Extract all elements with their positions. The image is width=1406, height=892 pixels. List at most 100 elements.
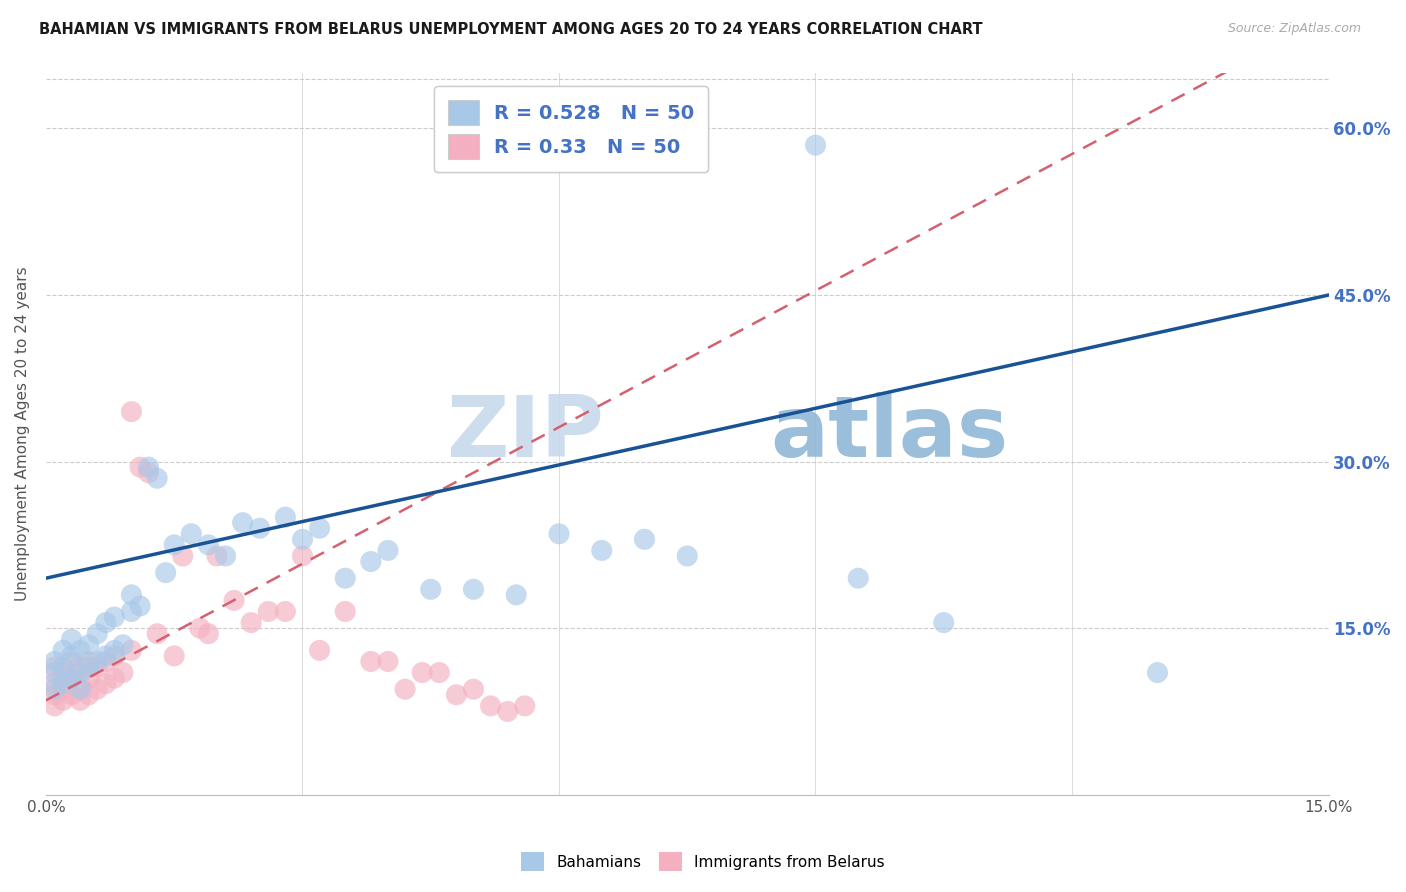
Point [121, 643, 143, 657]
Point [197, 538, 219, 552]
Y-axis label: Unemployment Among Ages 20 to 24 years: Unemployment Among Ages 20 to 24 years [15, 267, 30, 601]
Point [77, 671, 100, 685]
Point [60, 671, 83, 685]
Point [591, 543, 613, 558]
Point [121, 404, 143, 418]
Point [335, 571, 357, 585]
Point [129, 460, 152, 475]
Point [214, 549, 236, 563]
Point [138, 466, 160, 480]
Legend: R = 0.528   N = 50, R = 0.33   N = 50: R = 0.528 N = 50, R = 0.33 N = 50 [434, 87, 709, 172]
Point [103, 610, 125, 624]
Point [308, 643, 330, 657]
Point [138, 460, 160, 475]
Point [291, 533, 314, 547]
Point [60, 632, 83, 647]
Point [377, 543, 399, 558]
Point [548, 526, 571, 541]
Point [505, 588, 527, 602]
Point [77, 660, 100, 674]
Point [846, 571, 869, 585]
Point [103, 648, 125, 663]
Text: atlas: atlas [770, 392, 1010, 475]
Point [94, 676, 117, 690]
Point [513, 698, 536, 713]
Point [44, 665, 66, 680]
Point [377, 655, 399, 669]
Point [222, 593, 245, 607]
Point [197, 626, 219, 640]
Point [932, 615, 955, 630]
Point [77, 655, 100, 669]
Point [52, 676, 75, 690]
Point [69, 682, 91, 697]
Point [111, 665, 134, 680]
Point [86, 660, 108, 674]
Point [60, 671, 83, 685]
Point [411, 665, 433, 680]
Point [77, 688, 100, 702]
Point [1146, 665, 1168, 680]
Point [274, 510, 297, 524]
Point [69, 676, 91, 690]
Point [121, 588, 143, 602]
Point [69, 660, 91, 674]
Point [240, 615, 263, 630]
Point [257, 605, 280, 619]
Point [44, 682, 66, 697]
Point [676, 549, 699, 563]
Point [52, 643, 75, 657]
Point [360, 555, 382, 569]
Point [44, 676, 66, 690]
Point [205, 549, 228, 563]
Point [463, 682, 485, 697]
Point [44, 660, 66, 674]
Point [804, 138, 827, 153]
Point [111, 638, 134, 652]
Point [188, 621, 211, 635]
Point [69, 665, 91, 680]
Point [146, 626, 169, 640]
Point [86, 626, 108, 640]
Point [146, 471, 169, 485]
Point [427, 665, 450, 680]
Point [172, 549, 194, 563]
Text: Source: ZipAtlas.com: Source: ZipAtlas.com [1227, 22, 1361, 36]
Point [394, 682, 416, 697]
Text: BAHAMIAN VS IMMIGRANTS FROM BELARUS UNEMPLOYMENT AMONG AGES 20 TO 24 YEARS CORRE: BAHAMIAN VS IMMIGRANTS FROM BELARUS UNEM… [39, 22, 983, 37]
Point [52, 660, 75, 674]
Point [86, 682, 108, 697]
Point [121, 605, 143, 619]
Point [52, 693, 75, 707]
Point [335, 605, 357, 619]
Point [94, 655, 117, 669]
Point [274, 605, 297, 619]
Point [463, 582, 485, 597]
Point [496, 705, 519, 719]
Point [60, 688, 83, 702]
Text: ZIP: ZIP [446, 392, 605, 475]
Point [94, 615, 117, 630]
Point [52, 665, 75, 680]
Point [69, 693, 91, 707]
Point [446, 688, 468, 702]
Legend: Bahamians, Immigrants from Belarus: Bahamians, Immigrants from Belarus [515, 847, 891, 877]
Point [129, 599, 152, 613]
Point [44, 655, 66, 669]
Point [103, 643, 125, 657]
Point [103, 671, 125, 685]
Point [69, 643, 91, 657]
Point [360, 655, 382, 669]
Point [163, 648, 186, 663]
Point [52, 682, 75, 697]
Point [86, 655, 108, 669]
Point [155, 566, 177, 580]
Point [180, 526, 202, 541]
Point [44, 698, 66, 713]
Point [479, 698, 502, 713]
Point [633, 533, 655, 547]
Point [60, 655, 83, 669]
Point [77, 638, 100, 652]
Point [249, 521, 271, 535]
Point [163, 538, 186, 552]
